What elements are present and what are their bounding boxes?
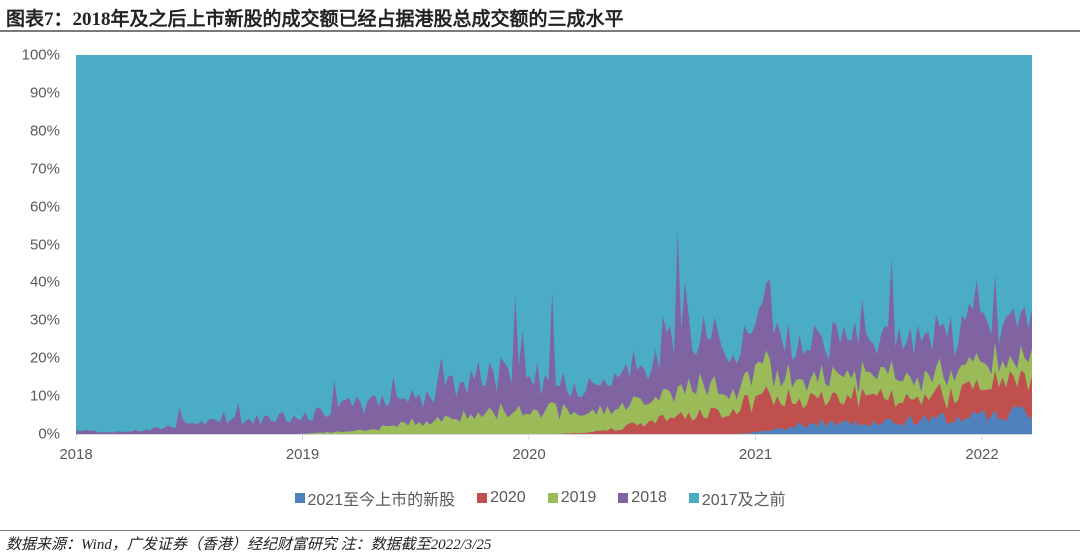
x-tick-label: 2021 (738, 446, 773, 463)
y-tick-label: 80% (29, 122, 60, 140)
legend-swatch-icon (618, 493, 629, 503)
stacked-areas (76, 55, 1032, 434)
x-tick-label: 2018 (59, 446, 93, 463)
y-tick-label: 60% (29, 198, 60, 216)
y-tick-label: 100% (21, 46, 60, 64)
legend-label: 2021至今上市的新股 (307, 492, 456, 509)
series-area (76, 370, 1032, 434)
legend-item: 2017及之前 (688, 486, 786, 510)
plot-area (75, 55, 1032, 440)
legend-item: 2020 (477, 486, 526, 510)
y-tick-label: 0% (38, 425, 60, 443)
legend: 2021至今上市的新股 2020 2019 2018 2017及之前 (0, 486, 1080, 510)
source-note: 数据来源：Wind，广发证券（香港）经纪财富研究 注：数据截至2022/3/25 (6, 537, 492, 553)
legend-swatch-icon (294, 493, 305, 503)
y-tick-label: 40% (29, 273, 60, 291)
y-tick-label: 70% (29, 160, 60, 178)
legend-label: 2017及之前 (701, 492, 786, 509)
footer-divider (0, 530, 1080, 531)
x-tick-label: 2020 (512, 446, 546, 463)
x-tick-label: 2019 (285, 446, 320, 463)
legend-item: 2021至今上市的新股 (294, 486, 456, 510)
x-tick-label: 2022 (965, 446, 999, 463)
legend-swatch-icon (688, 493, 699, 503)
y-tick-label: 50% (29, 236, 60, 253)
series-area (76, 341, 1032, 434)
legend-swatch-icon (547, 493, 558, 503)
x-tick-marks (75, 434, 983, 440)
legend-label: 2018 (631, 489, 667, 506)
series-area (76, 405, 1032, 434)
legend-item: 2019 (547, 486, 597, 510)
chart-title: 图表7：2018年及之后上市新股的成交额已经占据港股总成交额的三成水平 (6, 9, 624, 30)
y-tick-label: 30% (29, 311, 60, 329)
legend-label: 2020 (490, 489, 526, 506)
y-tick-label: 20% (29, 349, 60, 367)
y-tick-label: 10% (29, 387, 60, 405)
series-area (76, 229, 1032, 434)
legend-item: 2018 (618, 486, 667, 510)
y-tick-label: 90% (29, 84, 60, 102)
legend-label: 2019 (560, 489, 597, 506)
title-divider (0, 30, 1080, 32)
legend-swatch-icon (477, 493, 488, 503)
